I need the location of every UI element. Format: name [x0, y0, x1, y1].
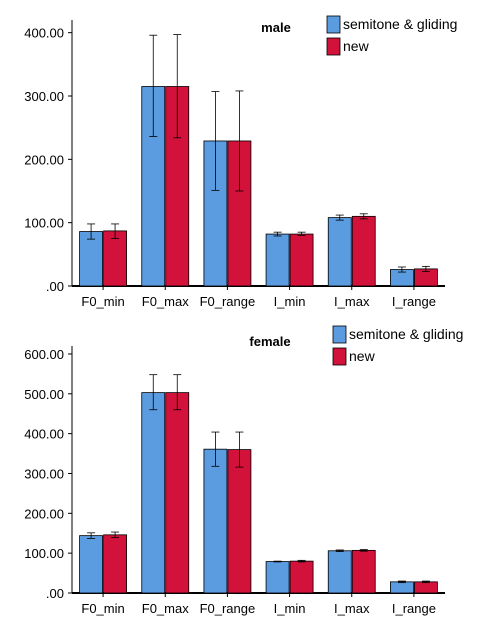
x-tick-label-I_range: I_range	[392, 294, 436, 309]
x-tick-label-F0_range: F0_range	[200, 294, 256, 309]
legend-label-semitone-gliding: semitone & gliding	[349, 326, 463, 342]
bar-semitone-gliding-I_max	[327, 217, 352, 287]
y-tick-label: 600.00	[24, 347, 64, 362]
x-tick-label-F0_max: F0_max	[142, 294, 189, 309]
legend-swatch-semitone-gliding	[326, 15, 341, 34]
bar-new-I_min	[289, 233, 314, 287]
y-tick-label: 500.00	[24, 387, 64, 402]
chart-male-svg: .00 100.00 200.00 300.00 400.00 F0_min F0_max F…	[24, 15, 457, 309]
bar-semitone-gliding-I_max	[327, 550, 352, 594]
y-tick-label: 400.00	[24, 26, 64, 41]
x-tick-label-I_min: I_min	[274, 601, 306, 616]
panel-title-female: female	[249, 334, 290, 349]
y-tick-label: 100.00	[24, 546, 64, 561]
chart-female-svg: .00 100.00 200.00 300.00 400.00 500.00 600.00 F…	[24, 325, 463, 616]
legend-label-new: new	[349, 348, 376, 364]
legend-swatch-new	[332, 347, 347, 366]
bar-semitone-gliding-F0_min	[79, 535, 103, 594]
x-tick-label-F0_min: F0_min	[81, 601, 124, 616]
bar-new-F0_min	[103, 534, 127, 594]
y-tick-label: .00	[46, 586, 64, 601]
bar-new-I_range	[414, 581, 438, 594]
x-tick-label-I_max: I_max	[334, 601, 370, 616]
panel-title-male: male	[261, 20, 291, 35]
legend-label-new: new	[343, 38, 370, 54]
bar-semitone-gliding-I_range	[390, 581, 414, 594]
y-tick-label: 200.00	[24, 506, 64, 521]
x-tick-label-I_min: I_min	[274, 294, 306, 309]
bar-semitone-gliding-F0_min	[79, 231, 103, 287]
chart-female: .00 100.00 200.00 300.00 400.00 500.00 600.00 F…	[0, 318, 488, 629]
bar-new-I_min	[289, 560, 314, 594]
bar-semitone-gliding-F0_max	[141, 392, 166, 594]
bar-new-I_max	[351, 215, 376, 287]
x-tick-label-F0_range: F0_range	[200, 601, 256, 616]
y-tick-label: 300.00	[24, 466, 64, 481]
bar-new-F0_min	[103, 230, 127, 287]
bar-semitone-gliding-I_min	[265, 561, 290, 594]
bar-new-I_max	[351, 549, 376, 594]
legend-swatch-semitone-gliding	[332, 325, 347, 344]
y-tick-label: 300.00	[24, 89, 64, 104]
x-tick-label-F0_min: F0_min	[81, 294, 124, 309]
y-tick-label: .00	[46, 279, 64, 294]
bar-semitone-gliding-I_min	[265, 233, 290, 287]
bar-new-F0_range	[227, 449, 252, 594]
chart-male: .00 100.00 200.00 300.00 400.00 F0_min F0_max F…	[24, 15, 457, 309]
bar-semitone-gliding-F0_range	[203, 448, 228, 594]
bar-new-F0_max	[165, 392, 190, 594]
x-tick-label-I_max: I_max	[334, 294, 370, 309]
x-tick-label-I_range: I_range	[392, 601, 436, 616]
legend-swatch-new	[326, 37, 341, 56]
y-tick-label: 100.00	[24, 216, 64, 231]
y-tick-label: 400.00	[24, 427, 64, 442]
legend-label-semitone-gliding: semitone & gliding	[343, 16, 457, 32]
y-tick-label: 200.00	[24, 152, 64, 167]
x-tick-label-F0_max: F0_max	[142, 601, 189, 616]
